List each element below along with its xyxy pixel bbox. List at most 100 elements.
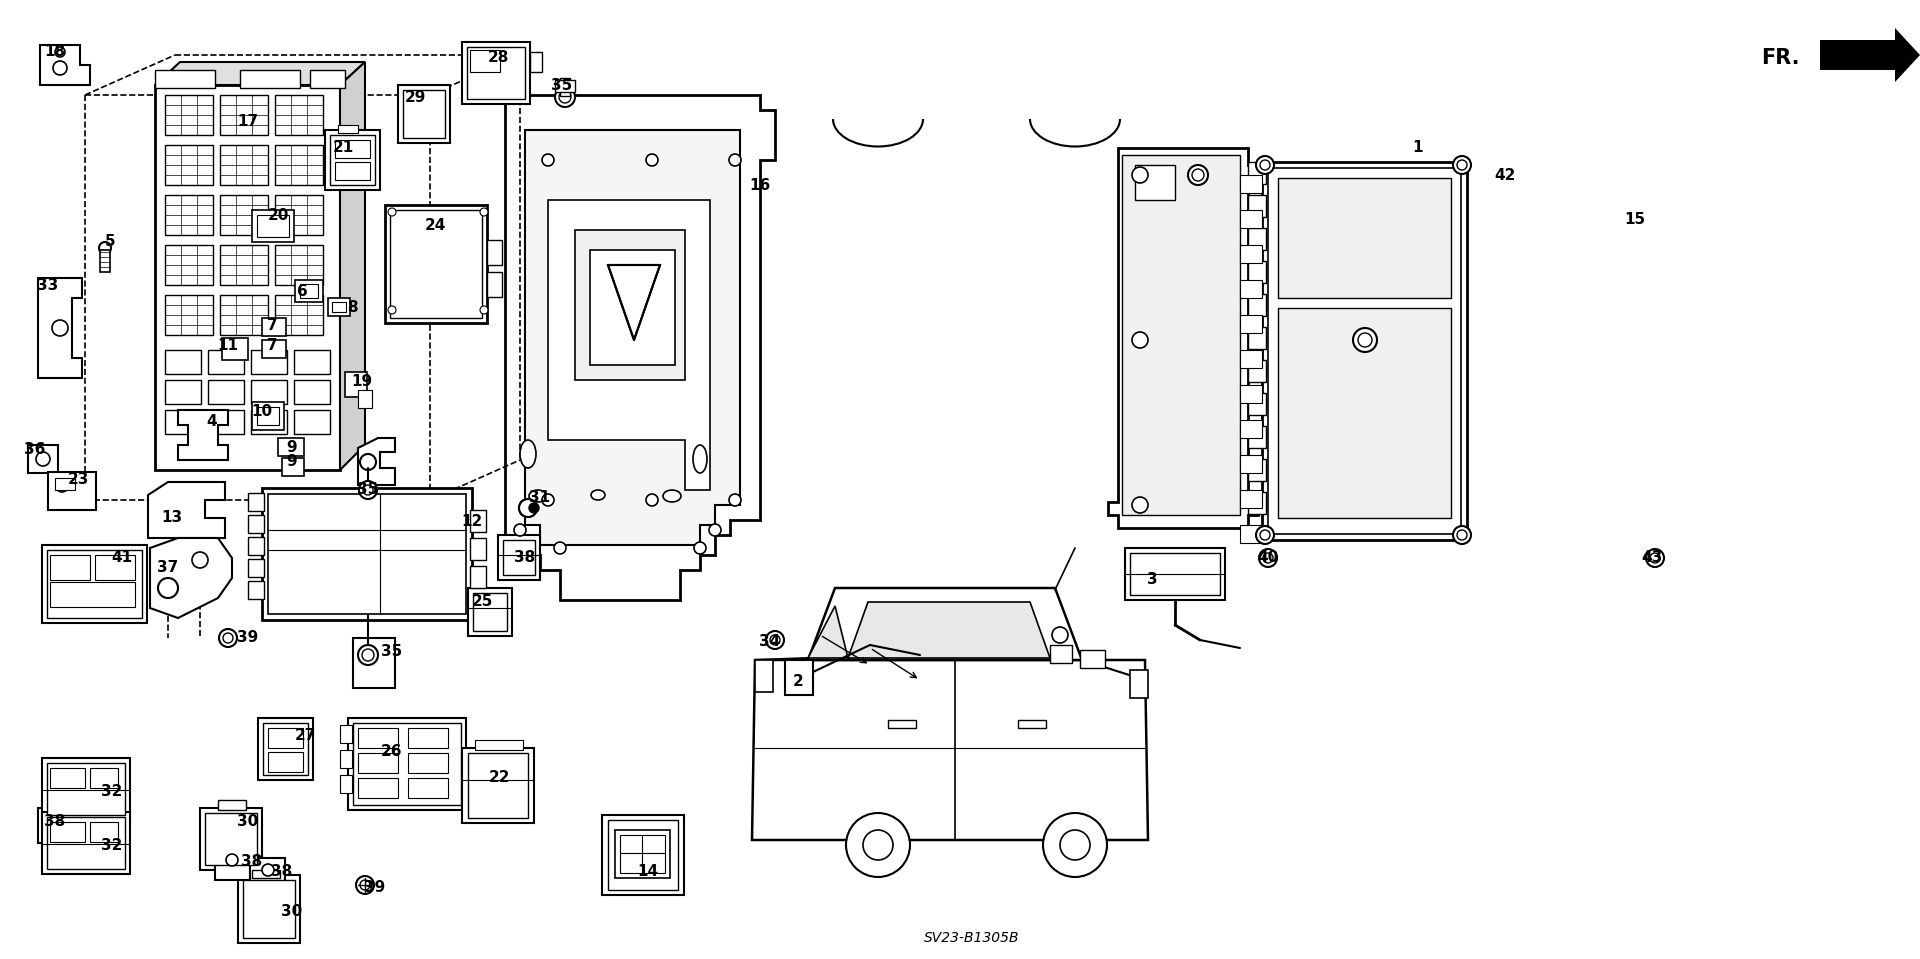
Bar bbox=[1240, 175, 1261, 193]
Text: 30: 30 bbox=[238, 814, 259, 830]
Circle shape bbox=[388, 208, 396, 216]
Bar bbox=[463, 748, 534, 823]
Circle shape bbox=[357, 645, 378, 665]
Circle shape bbox=[555, 542, 566, 554]
Bar bbox=[248, 559, 265, 577]
Bar bbox=[50, 822, 84, 842]
Bar bbox=[300, 284, 319, 298]
Circle shape bbox=[766, 631, 783, 649]
Bar bbox=[294, 350, 330, 374]
Ellipse shape bbox=[662, 490, 682, 502]
Polygon shape bbox=[179, 410, 228, 460]
Circle shape bbox=[219, 629, 236, 647]
Polygon shape bbox=[574, 230, 685, 380]
Circle shape bbox=[359, 481, 376, 499]
Text: 39: 39 bbox=[238, 630, 259, 645]
Polygon shape bbox=[340, 62, 365, 470]
Polygon shape bbox=[589, 250, 676, 365]
Circle shape bbox=[645, 154, 659, 166]
Bar bbox=[472, 593, 507, 631]
Circle shape bbox=[1256, 156, 1275, 174]
Circle shape bbox=[36, 452, 50, 466]
Text: 10: 10 bbox=[252, 405, 273, 419]
Bar bbox=[294, 380, 330, 404]
Bar bbox=[467, 47, 524, 99]
Bar bbox=[269, 494, 467, 614]
Bar bbox=[1240, 525, 1261, 543]
Bar bbox=[38, 808, 77, 843]
Bar bbox=[1050, 645, 1071, 663]
Circle shape bbox=[1453, 156, 1471, 174]
Circle shape bbox=[541, 494, 555, 506]
Bar bbox=[42, 758, 131, 820]
Bar bbox=[165, 245, 213, 285]
Text: 19: 19 bbox=[351, 375, 372, 389]
Text: 6: 6 bbox=[296, 285, 307, 299]
Text: 37: 37 bbox=[157, 560, 179, 575]
Text: 32: 32 bbox=[102, 784, 123, 800]
Bar bbox=[330, 135, 374, 185]
Bar bbox=[357, 778, 397, 798]
Bar bbox=[248, 537, 265, 555]
Circle shape bbox=[361, 454, 376, 470]
Bar bbox=[1248, 327, 1265, 349]
Bar bbox=[340, 775, 351, 793]
Bar bbox=[309, 70, 346, 88]
Polygon shape bbox=[609, 265, 660, 340]
Polygon shape bbox=[38, 278, 83, 378]
Bar bbox=[338, 125, 357, 133]
Circle shape bbox=[480, 306, 488, 314]
Bar bbox=[340, 750, 351, 768]
Text: 29: 29 bbox=[405, 90, 426, 105]
Circle shape bbox=[1260, 160, 1269, 170]
Bar bbox=[474, 740, 522, 750]
Bar bbox=[215, 848, 250, 880]
Circle shape bbox=[518, 499, 538, 517]
Text: 3: 3 bbox=[1146, 573, 1158, 588]
Bar bbox=[200, 808, 261, 870]
Bar bbox=[50, 582, 134, 607]
Bar bbox=[46, 763, 125, 815]
Circle shape bbox=[1133, 332, 1148, 348]
Circle shape bbox=[530, 503, 540, 513]
Circle shape bbox=[355, 876, 374, 894]
Polygon shape bbox=[40, 45, 90, 85]
Bar bbox=[468, 588, 513, 636]
Bar bbox=[334, 162, 371, 180]
Text: 17: 17 bbox=[238, 114, 259, 129]
Circle shape bbox=[361, 880, 371, 890]
Circle shape bbox=[227, 854, 238, 866]
Bar bbox=[207, 350, 244, 374]
Polygon shape bbox=[524, 130, 739, 545]
Bar bbox=[42, 812, 131, 874]
Bar bbox=[1018, 720, 1046, 728]
Bar bbox=[48, 472, 96, 510]
Bar bbox=[165, 95, 213, 135]
Bar bbox=[223, 338, 248, 360]
Bar bbox=[614, 830, 670, 878]
Bar bbox=[263, 723, 307, 775]
Text: FR.: FR. bbox=[1761, 48, 1801, 68]
Bar bbox=[1240, 315, 1261, 333]
Bar bbox=[1131, 553, 1219, 595]
Text: 9: 9 bbox=[286, 440, 298, 456]
Circle shape bbox=[1052, 627, 1068, 643]
Text: 42: 42 bbox=[1494, 168, 1515, 182]
Bar bbox=[252, 870, 280, 878]
Text: 27: 27 bbox=[294, 728, 315, 742]
Polygon shape bbox=[547, 200, 710, 490]
Bar bbox=[221, 295, 269, 335]
Bar bbox=[252, 410, 286, 434]
Text: 38: 38 bbox=[515, 550, 536, 566]
Bar bbox=[609, 820, 678, 890]
Circle shape bbox=[645, 494, 659, 506]
Bar bbox=[1248, 228, 1265, 250]
Bar bbox=[244, 880, 296, 938]
Bar bbox=[221, 195, 269, 235]
Bar bbox=[470, 566, 486, 588]
Bar bbox=[530, 52, 541, 72]
Polygon shape bbox=[808, 606, 849, 658]
Bar bbox=[46, 550, 142, 618]
Polygon shape bbox=[753, 660, 1148, 840]
Bar bbox=[165, 295, 213, 335]
